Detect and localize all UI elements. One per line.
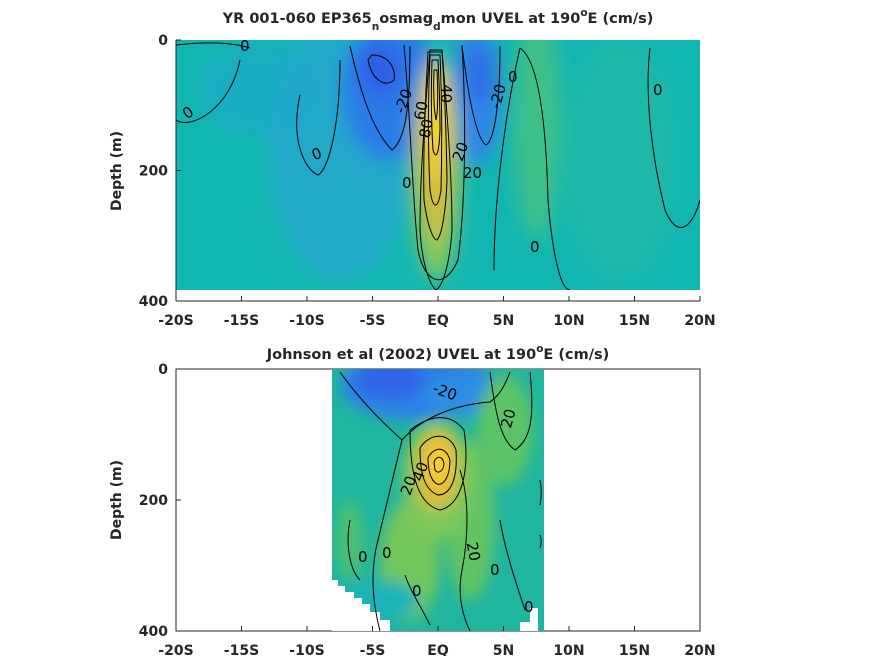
contour-label: 40	[437, 84, 455, 103]
panel-bottom: Johnson et al (2002) UVEL at 190oE (cm/s…	[109, 343, 716, 656]
panel-bottom-field: -20 20 20 20 40 0 0 0 0 0	[332, 369, 544, 631]
x-tick-label: 10N	[553, 643, 584, 656]
contour-label: 0	[508, 68, 518, 86]
x-tick-label: 15N	[619, 643, 650, 656]
x-tick-label: 15N	[619, 313, 650, 329]
panel-bottom-axes	[175, 368, 701, 632]
x-tick-label: 20N	[684, 313, 715, 329]
x-tick-label: -10S	[289, 313, 324, 329]
x-tick-label: -15S	[224, 643, 259, 656]
y-tick-label: 200	[139, 164, 168, 180]
panel-top-ylabel: Depth (m)	[109, 131, 125, 211]
x-tick-label: -15S	[224, 313, 259, 329]
contour-label: 80	[416, 118, 437, 140]
panel-top: YR 001-060 EP365nosmagdmon UVEL at 190oE…	[109, 7, 716, 329]
contour-label: 20	[463, 541, 484, 563]
x-tick-label: 10N	[553, 313, 584, 329]
y-tick-label: 200	[139, 493, 168, 509]
contour-label: 0	[382, 544, 392, 562]
contour-label: 20	[497, 407, 519, 430]
x-tick-label: -5S	[360, 313, 386, 329]
x-tick-label: 5N	[493, 313, 514, 329]
contour-label: 0	[490, 561, 500, 579]
contour-label: 20	[397, 473, 420, 497]
contour-label: 0	[240, 37, 250, 55]
contour-label: -20	[486, 82, 510, 110]
panel-bottom-title: Johnson et al (2002) UVEL at 190oE (cm/s…	[266, 343, 610, 363]
panel-top-title: YR 001-060 EP365nosmagdmon UVEL at 190oE…	[222, 7, 654, 33]
contour-label: 0	[358, 548, 368, 566]
contour-label: 20	[449, 139, 472, 163]
panel-top-field: 0 0 0 0 0 0 0 -20 -20 20 20 40 60 80	[176, 37, 700, 290]
y-tick-label: 0	[158, 362, 168, 378]
x-tick-label: 20N	[684, 643, 715, 656]
x-tick-label: 5N	[493, 643, 514, 656]
contour-label: 0	[402, 174, 412, 192]
x-tick-label: -20S	[158, 313, 193, 329]
panel-top-axes	[175, 39, 701, 302]
contour-label: 0	[412, 582, 422, 600]
x-tick-label: EQ	[427, 643, 449, 656]
contour-label: 60	[411, 100, 432, 122]
x-tick-label: -10S	[289, 643, 324, 656]
y-tick-label: 0	[158, 33, 168, 49]
contour-label: 0	[653, 81, 663, 99]
y-tick-label: 400	[139, 294, 168, 310]
y-tick-label: 400	[139, 624, 168, 640]
contour-label: 40	[409, 459, 432, 483]
x-tick-label: -5S	[360, 643, 386, 656]
panel-bottom-ylabel: Depth (m)	[109, 460, 125, 540]
x-tick-label: EQ	[427, 313, 449, 329]
contour-label: 0	[524, 598, 534, 616]
x-tick-label: -20S	[158, 643, 193, 656]
contour-label: 0	[530, 238, 540, 256]
contour-label: 20	[463, 164, 482, 182]
